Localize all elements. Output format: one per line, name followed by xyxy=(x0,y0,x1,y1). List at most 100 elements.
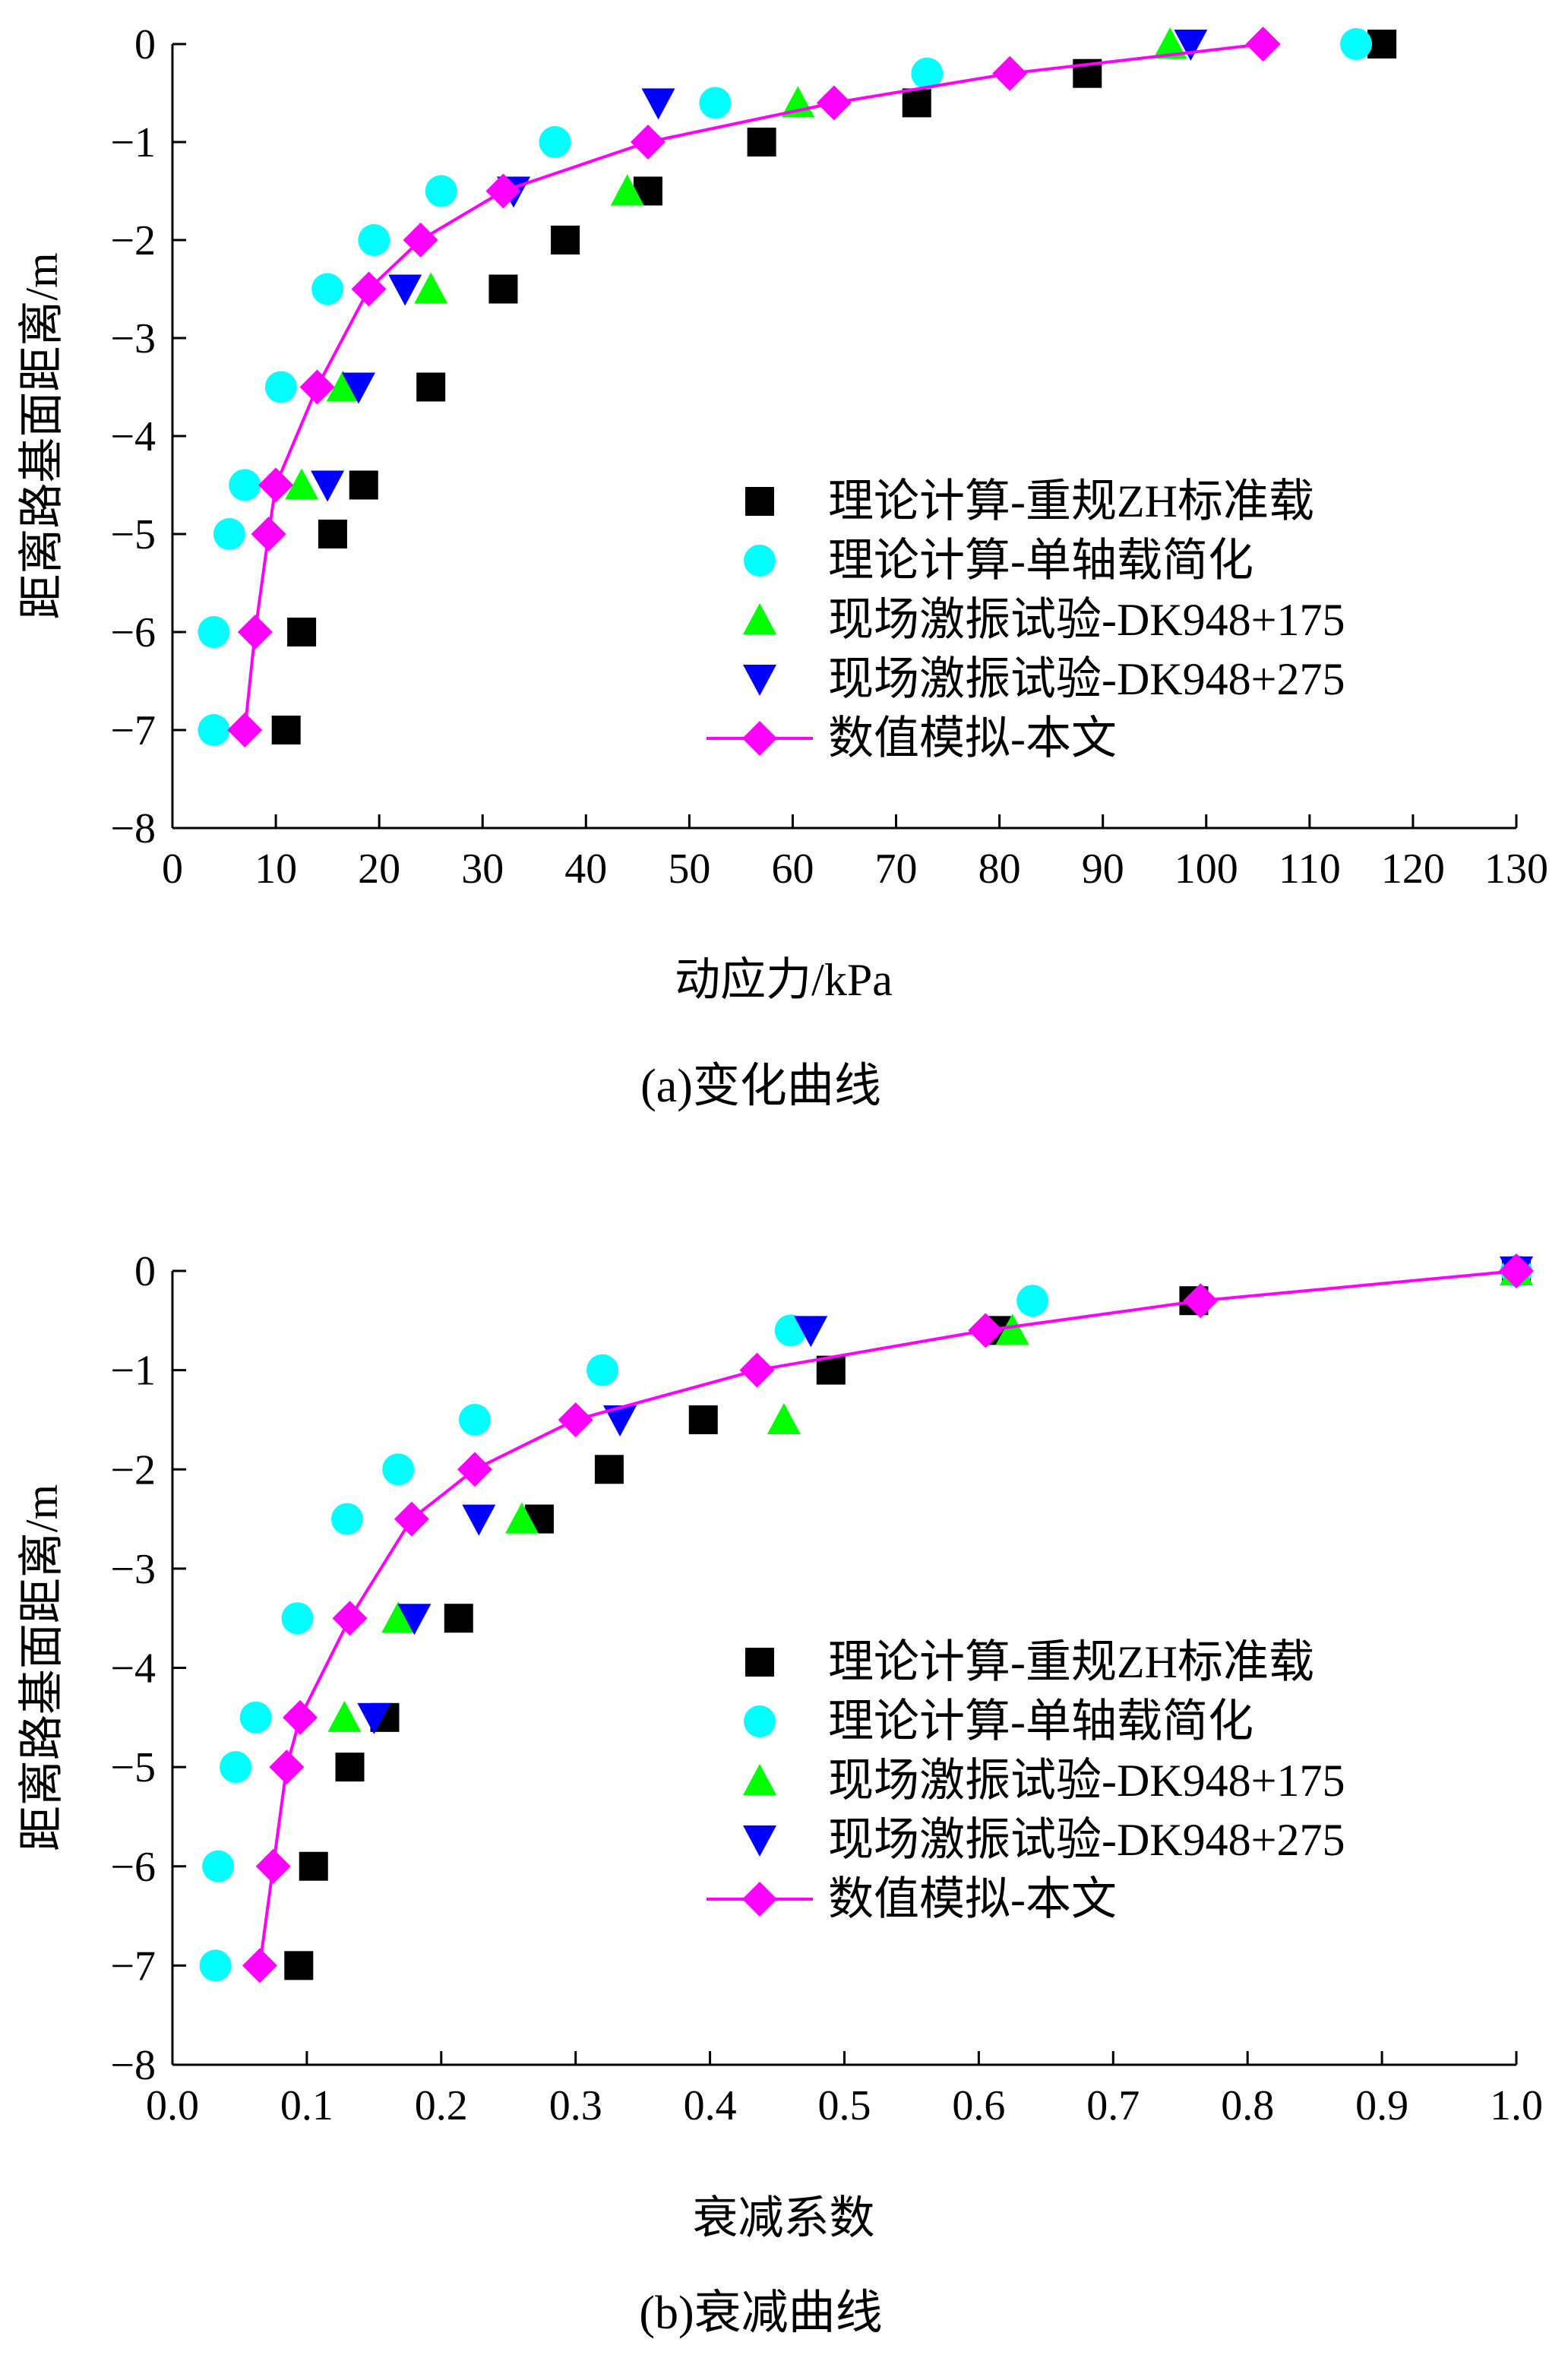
y-axis-label: 距离路基面距离/m xyxy=(17,1484,67,1851)
x-axis-label: 衰减系数 xyxy=(693,2193,875,2243)
x-tick-label: 10 xyxy=(254,846,297,893)
marker-p1-s1-4 xyxy=(459,1403,492,1436)
x-tick-label: 0.7 xyxy=(1086,2082,1140,2129)
series-p1-s0 xyxy=(284,1256,1531,1980)
marker-p0-s2-4 xyxy=(326,370,360,402)
marker-p1-s4-8 xyxy=(283,1699,318,1735)
marker-p1-s2-3 xyxy=(504,1502,539,1534)
x-tick-label: 120 xyxy=(1381,846,1445,893)
marker-p0-s1-1 xyxy=(911,57,944,90)
marker-p1-s4-6 xyxy=(394,1501,429,1537)
marker-p0-s1-11 xyxy=(198,714,230,746)
marker-p0-s1-4 xyxy=(425,175,457,207)
y-tick-label: 0 xyxy=(134,1248,156,1295)
series-p0-s3 xyxy=(311,30,1208,502)
marker-p0-s4-1 xyxy=(992,55,1028,91)
y-tick-label: −4 xyxy=(110,1645,156,1693)
marker-p0-s4-3 xyxy=(630,125,665,160)
x-tick-label: 0.0 xyxy=(146,2082,199,2129)
marker-p0-s4-4 xyxy=(485,173,521,209)
marker-p0-s0-7 xyxy=(416,372,446,402)
marker-p1-s4-10 xyxy=(255,1848,291,1884)
marker-p1-s4-1 xyxy=(1183,1283,1219,1319)
series-p0-s4 xyxy=(227,27,1281,748)
marker-p1-s3-2 xyxy=(603,1405,637,1437)
x-tick-label: 0 xyxy=(162,846,183,893)
legend-marker xyxy=(743,665,776,696)
marker-p1-s2-4 xyxy=(381,1601,416,1633)
marker-p0-s4-8 xyxy=(258,467,294,503)
marker-p1-s4-5 xyxy=(457,1452,493,1487)
marker-p0-s4-10 xyxy=(237,615,273,650)
marker-p0-s1-10 xyxy=(198,616,230,648)
marker-p0-s0-6 xyxy=(488,274,518,304)
x-tick-label: 30 xyxy=(461,846,504,893)
marker-p1-s0-3 xyxy=(816,1355,846,1385)
x-tick-label: 0.9 xyxy=(1355,2082,1408,2129)
marker-p0-s3-0 xyxy=(1174,30,1208,61)
x-tick-label: 70 xyxy=(875,846,918,893)
x-tick-label: 0.4 xyxy=(684,2082,737,2129)
legend-label: 数值模拟-本文 xyxy=(828,713,1117,763)
x-tick-label: 0.3 xyxy=(549,2082,602,2129)
y-tick-label: −2 xyxy=(110,1446,156,1494)
marker-p0-s4-9 xyxy=(251,517,286,552)
series-line xyxy=(258,1269,1517,1966)
y-tick-label: −5 xyxy=(110,511,156,558)
marker-p1-s0-11 xyxy=(284,1951,314,1980)
marker-p0-s1-6 xyxy=(311,273,344,305)
chart-panel-2: 0.0 0.1 0.2 0.3 0.4 0.5 0.6 0.7 0.8 0.9 1.0 0 −1 −2 −3… xyxy=(17,1248,1543,2339)
marker-p0-s4-5 xyxy=(403,223,438,258)
legend-marker xyxy=(744,1705,776,1737)
y-tick-label: −3 xyxy=(110,315,156,362)
marker-p0-s2-0 xyxy=(1153,27,1187,58)
marker-p0-s4-0 xyxy=(1245,27,1281,62)
x-tick-label: 0.5 xyxy=(818,2082,871,2129)
legend-marker xyxy=(745,1648,774,1677)
marker-p1-s1-10 xyxy=(202,1850,235,1882)
y-tick-label: −3 xyxy=(110,1546,156,1593)
marker-p1-s1-5 xyxy=(382,1453,415,1486)
legend-label: 理论计算-重规ZH标准载 xyxy=(828,1637,1314,1687)
marker-p1-s1-3 xyxy=(586,1354,619,1386)
x-axis-label: 动应力/kPa xyxy=(675,955,893,1005)
y-tick-label: −1 xyxy=(110,119,156,166)
marker-p1-s3-1 xyxy=(794,1316,828,1348)
legend-marker xyxy=(743,1764,776,1795)
marker-p0-s2-3 xyxy=(414,272,448,304)
marker-p0-s0-5 xyxy=(551,226,580,254)
x-tick-label: 0.1 xyxy=(280,2082,334,2129)
marker-p1-s4-0 xyxy=(1499,1253,1534,1288)
marker-p1-s4-4 xyxy=(558,1402,593,1437)
marker-p0-s1-7 xyxy=(264,371,297,403)
y-tick-label: −6 xyxy=(110,609,156,656)
panel-caption: (a)变化曲线 xyxy=(640,1060,881,1112)
marker-p0-s4-11 xyxy=(227,713,263,748)
marker-p1-s2-5 xyxy=(327,1700,362,1732)
marker-p1-s3-5 xyxy=(357,1702,391,1734)
legend-label: 现场激振试验-DK948+275 xyxy=(828,1815,1345,1865)
marker-p1-s3-3 xyxy=(462,1504,496,1536)
legend-marker xyxy=(745,487,774,516)
marker-p0-s1-2 xyxy=(699,87,732,119)
x-tick-label: 1.0 xyxy=(1490,2082,1543,2129)
marker-p1-s4-3 xyxy=(739,1352,775,1388)
y-tick-label: −7 xyxy=(110,707,156,754)
marker-p0-s4-2 xyxy=(816,85,852,121)
marker-p0-s1-9 xyxy=(213,518,245,550)
y-tick-label: −1 xyxy=(110,1348,156,1395)
legend-label: 现场激振试验-DK948+275 xyxy=(828,654,1345,704)
x-tick-label: 0.6 xyxy=(952,2082,1005,2129)
y-tick-label: −7 xyxy=(110,1942,156,1990)
x-tick-label: 100 xyxy=(1174,846,1238,893)
legend-marker xyxy=(742,721,777,756)
marker-p0-s0-0 xyxy=(1367,30,1397,58)
x-tick-label: 50 xyxy=(668,846,710,893)
marker-p1-s1-1 xyxy=(1016,1285,1049,1317)
marker-p1-s0-9 xyxy=(335,1753,365,1782)
marker-p0-s2-2 xyxy=(610,174,644,206)
marker-p0-s3-4 xyxy=(341,372,375,404)
marker-p0-s0-3 xyxy=(747,128,776,156)
legend-label: 数值模拟-本文 xyxy=(828,1874,1117,1924)
